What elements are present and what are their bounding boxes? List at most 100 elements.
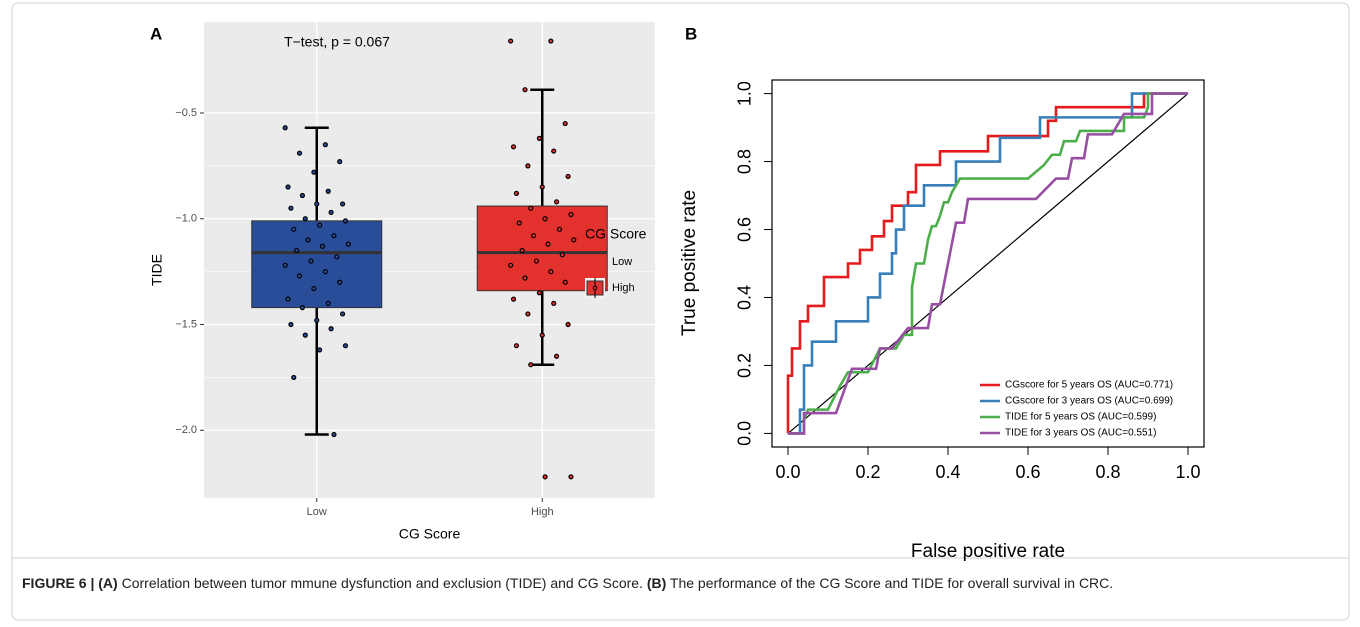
data-point xyxy=(299,192,305,199)
data-point xyxy=(291,226,297,232)
data-point xyxy=(548,38,554,44)
y-tick-label: 0.4 xyxy=(735,285,755,310)
data-point xyxy=(536,135,542,141)
data-point xyxy=(285,184,291,190)
data-point xyxy=(519,247,525,254)
data-point xyxy=(331,431,337,438)
legend-label: TIDE for 5 years OS (AUC=0.599) xyxy=(1005,412,1156,423)
data-point xyxy=(531,233,537,239)
data-point xyxy=(539,332,545,338)
data-point xyxy=(285,296,291,302)
data-point xyxy=(516,220,522,226)
x-tick-label: High xyxy=(531,506,554,518)
caption-text: Correlation between tumor mmune dysfunct… xyxy=(117,575,647,591)
legend-label: Low xyxy=(612,256,632,268)
data-point xyxy=(513,343,520,349)
legend-label: High xyxy=(612,282,635,294)
x-axis-label: False positive rate xyxy=(911,541,1065,562)
legend-title: CG Score xyxy=(585,226,647,242)
data-point xyxy=(553,199,560,205)
data-point xyxy=(559,252,565,258)
data-point xyxy=(339,311,346,317)
data-point xyxy=(551,148,557,154)
data-point xyxy=(528,362,534,368)
y-axis-label: TIDE xyxy=(149,254,165,286)
data-point xyxy=(334,254,340,260)
data-point xyxy=(296,150,303,156)
y-tick-label: 0.0 xyxy=(735,421,755,446)
x-tick-label: 1.0 xyxy=(1175,462,1200,482)
data-point xyxy=(508,262,514,268)
data-point xyxy=(342,218,349,224)
data-point xyxy=(291,374,297,381)
data-point xyxy=(282,262,288,268)
data-point xyxy=(322,269,328,275)
roc-line xyxy=(788,92,1188,435)
data-point xyxy=(548,269,554,275)
y-tick-label: −2.0 xyxy=(175,424,197,436)
data-point xyxy=(510,296,517,302)
data-point xyxy=(542,474,548,480)
data-point xyxy=(294,247,300,254)
data-point xyxy=(568,474,574,480)
data-point xyxy=(328,326,334,332)
data-point xyxy=(522,275,528,281)
caption-text: The performance of the CG Score and TIDE… xyxy=(666,575,1114,591)
data-point xyxy=(565,321,571,328)
data-point xyxy=(539,184,545,190)
data-point xyxy=(571,237,577,243)
data-point xyxy=(317,347,323,353)
y-axis-label: True positive rate xyxy=(679,190,700,336)
data-point xyxy=(319,243,326,249)
data-point xyxy=(308,258,314,264)
x-tick-label: 0.6 xyxy=(1015,462,1040,482)
data-point xyxy=(288,321,294,328)
y-tick-label: 0.6 xyxy=(735,217,755,242)
data-point xyxy=(302,332,308,338)
data-point xyxy=(533,258,540,264)
x-tick-label: 0.0 xyxy=(775,462,800,482)
data-point xyxy=(337,159,343,165)
x-axis-label: CG Score xyxy=(399,526,461,542)
y-tick-label: 0.2 xyxy=(735,353,755,378)
data-point xyxy=(296,273,303,279)
y-tick-label: −0.5 xyxy=(175,107,197,119)
data-point xyxy=(322,142,328,148)
data-point xyxy=(551,300,557,306)
data-point xyxy=(556,226,563,232)
data-point xyxy=(510,144,517,150)
x-tick-label: Low xyxy=(307,506,327,518)
box xyxy=(476,205,608,292)
caption-text: (A) xyxy=(98,575,118,591)
legend-key-dot xyxy=(592,285,598,291)
y-tick-label: 1.0 xyxy=(735,81,755,106)
data-point xyxy=(305,237,311,243)
data-point xyxy=(328,209,334,215)
figure-border xyxy=(11,2,1350,621)
x-tick-label: 0.8 xyxy=(1095,462,1120,482)
roc-line xyxy=(786,92,1188,434)
panel-label: A xyxy=(150,24,162,43)
caption-text: (B) xyxy=(646,575,667,591)
data-point xyxy=(528,205,534,211)
data-point xyxy=(325,300,331,306)
data-point xyxy=(314,317,320,323)
data-point xyxy=(311,169,317,175)
roc-line xyxy=(788,92,1188,435)
data-point xyxy=(314,201,320,207)
data-point xyxy=(311,285,317,292)
y-tick-label: 0.8 xyxy=(735,149,755,174)
y-tick-label: −1.5 xyxy=(175,318,197,330)
data-point xyxy=(325,188,331,194)
data-point xyxy=(562,279,568,285)
data-point xyxy=(553,353,560,359)
legend-label: TIDE for 3 years OS (AUC=0.551) xyxy=(1005,428,1156,439)
data-point xyxy=(345,241,351,247)
data-point xyxy=(282,125,288,131)
box xyxy=(251,220,383,309)
legend-label: CGscore for 5 years OS (AUC=0.771) xyxy=(1005,380,1173,391)
data-point xyxy=(342,343,349,349)
data-point xyxy=(302,216,308,222)
